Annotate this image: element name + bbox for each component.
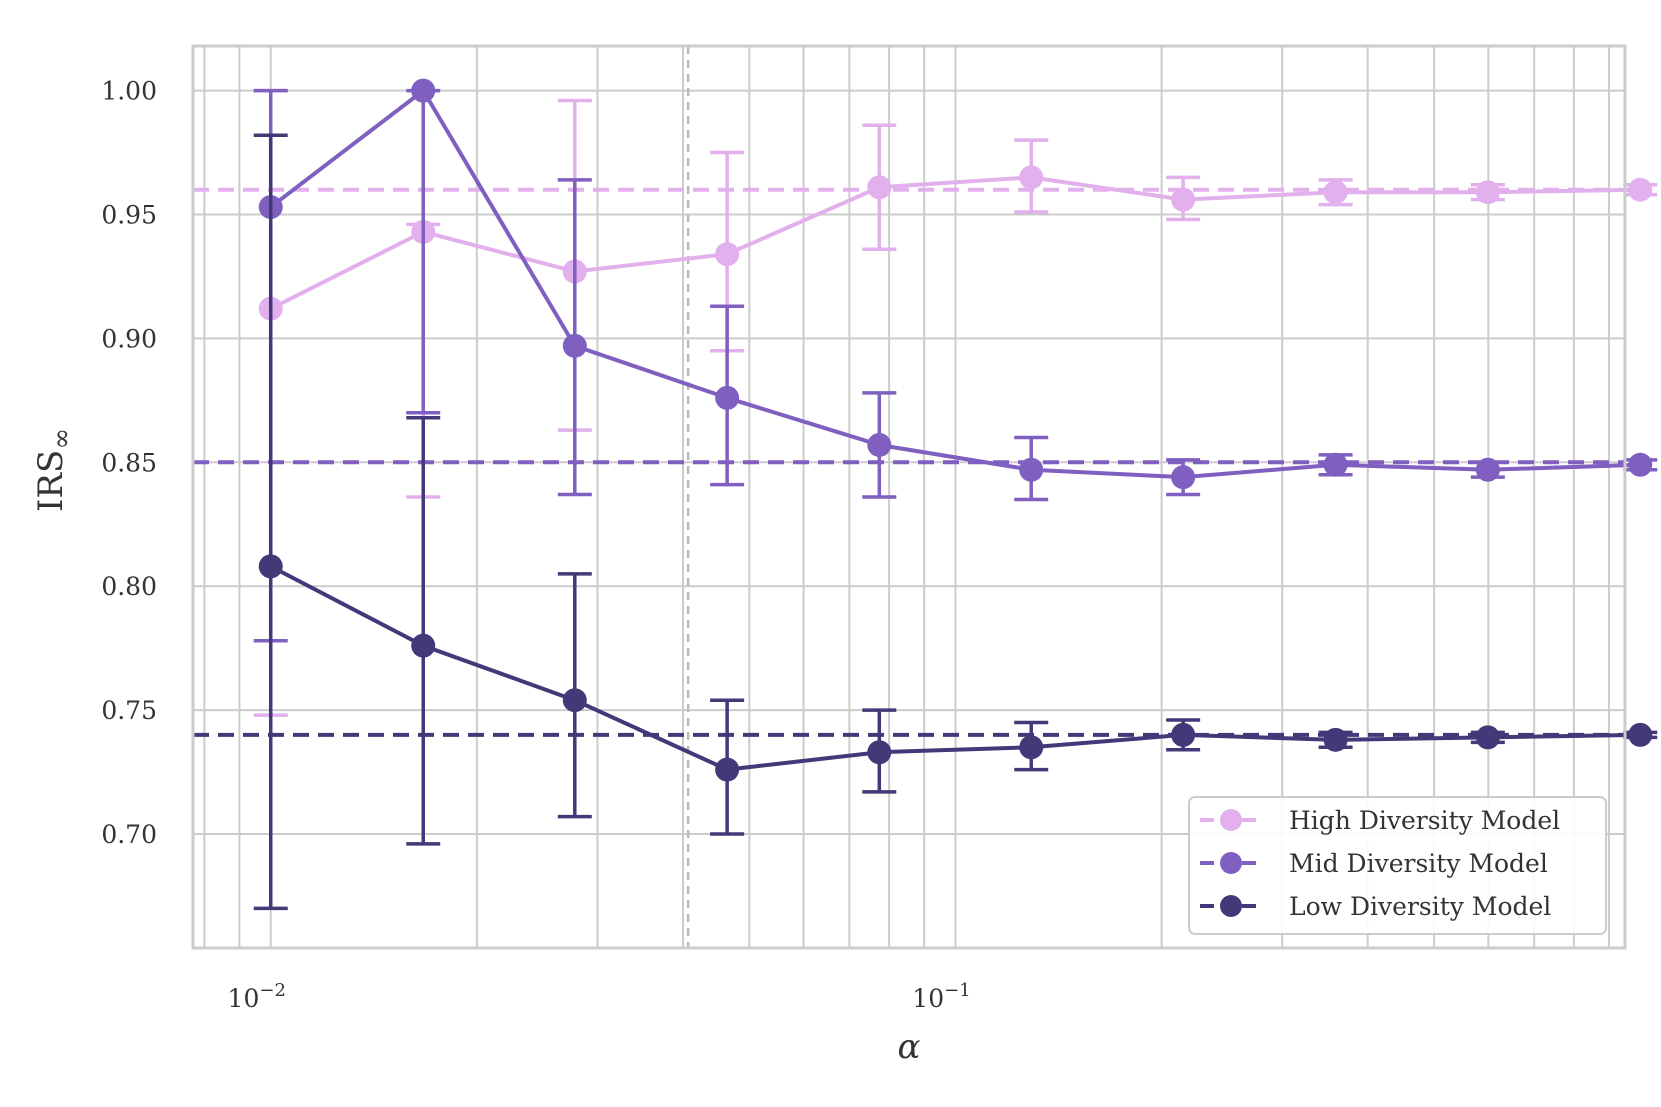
data-point bbox=[1019, 457, 1044, 482]
y-tick-label: 0.95 bbox=[101, 201, 157, 230]
plot-frame bbox=[191, 44, 1627, 950]
data-point bbox=[867, 175, 892, 200]
data-point bbox=[1323, 452, 1348, 477]
data-point bbox=[715, 757, 740, 782]
data-point bbox=[1171, 465, 1196, 490]
x-tick-label: 10−1 bbox=[912, 980, 970, 1013]
data-point bbox=[1475, 725, 1500, 750]
data-point bbox=[1475, 180, 1500, 205]
y-tick-label: 0.90 bbox=[101, 324, 157, 353]
data-point bbox=[1628, 722, 1653, 747]
data-point bbox=[562, 688, 587, 713]
data-point bbox=[867, 432, 892, 457]
data-point bbox=[1628, 452, 1653, 477]
legend-item: High Diversity Model bbox=[1200, 806, 1560, 835]
y-tick-label: 0.75 bbox=[101, 696, 157, 725]
y-tick-label: 0.85 bbox=[101, 448, 157, 477]
x-tick-labels: 10−2 10−1 bbox=[228, 980, 971, 1013]
legend-box bbox=[1188, 796, 1607, 935]
y-tick-label: 0.80 bbox=[101, 572, 157, 601]
y-tick-label: 0.70 bbox=[101, 820, 157, 849]
legend-label: Mid Diversity Model bbox=[1289, 849, 1548, 878]
series bbox=[253, 133, 1658, 911]
series-line bbox=[269, 175, 1641, 311]
legend-label: Low Diversity Model bbox=[1289, 892, 1551, 921]
series-line bbox=[269, 564, 1641, 772]
legend-marker bbox=[1220, 809, 1242, 831]
legend-item: Low Diversity Model bbox=[1200, 892, 1551, 921]
legend-marker bbox=[1220, 895, 1242, 917]
legend-label: High Diversity Model bbox=[1289, 806, 1560, 835]
series-layer bbox=[253, 78, 1658, 911]
data-point bbox=[867, 740, 892, 765]
data-point bbox=[562, 333, 587, 358]
legend-marker bbox=[1220, 852, 1242, 874]
data-point bbox=[258, 554, 283, 579]
legend-item: Mid Diversity Model bbox=[1200, 849, 1548, 878]
data-point bbox=[1323, 727, 1348, 752]
x-tick-label: 10−2 bbox=[228, 980, 286, 1013]
data-point bbox=[715, 242, 740, 267]
series-line bbox=[269, 88, 1641, 480]
data-point bbox=[1323, 180, 1348, 205]
data-point bbox=[715, 385, 740, 410]
x-axis-label: α bbox=[898, 1027, 921, 1067]
y-tick-labels: 0.70 0.75 0.80 0.85 0.90 0.95 1.00 bbox=[101, 77, 157, 849]
legend: High Diversity Model Mid Diversity Model L… bbox=[1188, 796, 1607, 935]
data-point bbox=[411, 78, 436, 103]
data-point bbox=[1475, 457, 1500, 482]
data-point bbox=[1019, 735, 1044, 760]
reference-lines bbox=[193, 46, 1625, 948]
data-point bbox=[1628, 177, 1653, 202]
data-point bbox=[1171, 187, 1196, 212]
y-axis-label: IRS∞ bbox=[31, 428, 77, 512]
data-point bbox=[411, 633, 436, 658]
y-tick-label: 1.00 bbox=[101, 77, 157, 106]
data-point bbox=[1019, 165, 1044, 190]
data-point bbox=[1171, 722, 1196, 747]
